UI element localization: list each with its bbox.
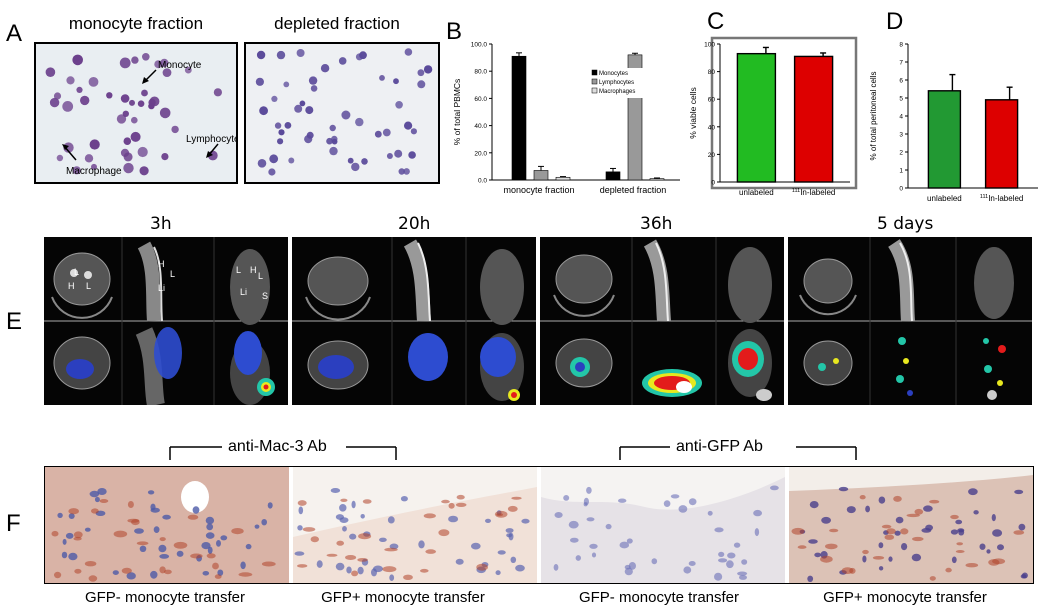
chartC-tick-label: 60 [708,97,716,104]
chart-b-legend-swatch [591,87,598,94]
chart-b-tick-label: 100.0 [471,42,488,49]
chart-b-bar [649,178,665,181]
spect-ct-36h [540,237,784,405]
chart-d: 0 1 2 3 4 5 6 7 8 % of total peritoneal cells unla… [869,42,1038,203]
monocyte-cells-svg: Monocyte Lymphocyte Macrophage [45,53,236,177]
svg-text:H: H [158,259,165,269]
svg-text:L: L [86,281,91,291]
svg-text:Li: Li [158,283,165,293]
chart-b-legend-entry: Lymphocytes [599,80,634,86]
chart-b-legend-entry: Macrophages [599,89,635,95]
chartD-tick-label: 8 [899,42,903,49]
monocyte-fraction-micrograph: Monocyte Lymphocyte Macrophage [34,42,238,184]
chart-b-legend-entry: Monocytes [599,71,628,77]
chartD-tick-label: 3 [899,132,903,139]
chartD-tick-label: 2 [899,150,903,157]
chartD-tick-label: 4 [899,114,903,121]
lymphocyte-label: Lymphocyte [186,134,236,145]
caption-gfp-minus-2: GFP- monocyte transfer [578,589,740,606]
chartC-tick-label: 0 [711,180,715,187]
svg-text:H: H [250,265,257,275]
chartD-ylabel: % of total peritoneal cells [869,72,878,161]
chart-b-tick-label: 0.0 [478,178,487,185]
chart-b-tick-label: 80.0 [474,69,487,76]
chartD-tick-label: 6 [899,78,903,85]
timepoint-36h: 36h [640,214,673,234]
chartC-xlabel-labeled: 111In-labeled [792,188,836,197]
svg-text:L: L [236,265,241,275]
chart-b-ylabel: % of total PBMCs [452,79,462,146]
panel-letter-e: E [6,308,23,335]
timepoint-3h: 3h [150,214,172,234]
chartC-tick-label: 40 [708,124,716,131]
monocyte-fraction-title: monocyte fraction [68,14,204,33]
timepoint-20h: 20h [398,214,431,234]
chart-b-tick-label: 40.0 [474,123,487,130]
anti-gfp-label: anti-GFP Ab [676,438,763,455]
histology-svg [45,467,1033,583]
chart-b-bar [555,176,571,181]
chartD-bar [927,90,962,189]
chartC-tick-label: 80 [708,69,716,76]
histology-row [44,466,1034,584]
svg-text:L: L [74,267,79,277]
chart-b-tick-label: 60.0 [474,96,487,103]
chartC-xlabel-unlabeled: unlabeled [739,188,774,197]
panel-letter-b: B [446,18,463,45]
panel-letter-c: C [707,8,725,35]
chart-b: 0.0 20.0 40.0 60.0 80.0 100.0 % of total PBMCs… [452,42,680,195]
svg-text:L: L [258,271,263,281]
anti-mac3-label: anti-Mac-3 Ab [228,438,327,455]
chartD-xlabel-labeled: 111In-labeled [980,194,1024,203]
depleted-fraction-title: depleted fraction [274,14,400,33]
caption-gfp-minus-1: GFP- monocyte transfer [84,589,246,606]
chartD-xlabel-unlabeled: unlabeled [927,194,962,203]
caption-gfp-plus-1: GFP+ monocyte transfer [321,589,485,606]
chartC-ylabel: % viable cells [688,87,698,139]
chart-b-category-label: depleted fraction [600,185,667,195]
chart-b-tick-label: 20.0 [474,150,487,157]
chartD-bar [984,99,1019,189]
chartD-tick-label: 5 [899,96,903,103]
chartC-frame [710,36,858,190]
chart-b-bar [533,170,549,181]
depleted-cells-svg [255,48,433,176]
chart-b-legend-swatch [591,78,598,85]
chartD-tick-label: 0 [899,186,903,193]
chart-c: 0 20 40 60 80 100 % viable cells unlabeled 111In… [688,36,858,197]
chart-b-legend-swatch [591,69,598,76]
antibody-brackets [169,446,857,460]
timepoint-5-days: 5 days [877,214,934,234]
chartC-bar [736,52,777,183]
spect-ct-5-days [788,237,1032,405]
chartC-bar [793,55,834,183]
svg-text:H: H [68,281,75,291]
svg-text:Li: Li [240,287,247,297]
chart-b-bar [511,55,527,181]
monocyte-label: Monocyte [158,60,202,71]
caption-gfp-plus-2: GFP+ monocyte transfer [823,589,987,606]
macrophage-label: Macrophage [66,166,122,177]
chartD-tick-label: 7 [899,60,903,67]
svg-text:S: S [262,291,268,301]
chartD-tick-label: 1 [899,168,903,175]
panel-letter-a: A [6,20,23,47]
chart-b-category-label: monocyte fraction [503,185,574,195]
chart-b-bar [605,171,621,181]
svg-text:L: L [170,269,175,279]
panel-letter-d: D [886,8,904,35]
panel-letter-f: F [6,510,21,537]
spect-ct-20h [292,237,536,405]
depleted-fraction-micrograph [244,42,440,184]
chartC-tick-label: 100 [704,42,715,49]
chartC-tick-label: 20 [708,152,716,159]
spect-ct-3h: L H L H L Li L H L Li S [44,237,288,405]
